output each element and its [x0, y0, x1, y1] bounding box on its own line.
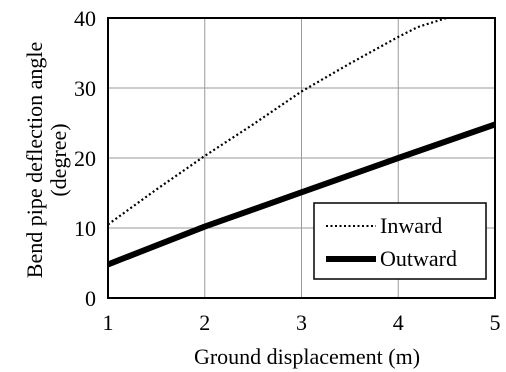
tick-labels: 1 2 3 4 5 0 10 20 30 40 [74, 6, 501, 335]
y-tick-label: 30 [74, 76, 96, 101]
y-axis-title: Bend pipe deflection angle [22, 42, 47, 278]
y-tick-label: 20 [74, 146, 96, 171]
y-axis-title-line1: Bend pipe deflection angle [22, 42, 47, 278]
y-tick-label: 0 [85, 286, 96, 311]
y-tick-label: 40 [74, 6, 96, 31]
series-layer [106, 16, 496, 268]
x-tick-label: 3 [296, 310, 307, 335]
x-tick-label: 4 [393, 310, 404, 335]
legend-box [313, 202, 487, 280]
x-tick-label: 2 [199, 310, 210, 335]
x-axis-title: Ground displacement (m) [194, 344, 420, 369]
legend: Inward Outward [313, 202, 487, 280]
series-line-inward [107, 16, 447, 226]
x-tick-label: 5 [490, 310, 501, 335]
legend-label-inward: Inward [380, 213, 442, 238]
x-tick-label: 1 [103, 310, 114, 335]
plot-frame [107, 17, 496, 299]
y-axis-title-unit: (degree) [46, 123, 71, 196]
y-tick-label: 10 [74, 216, 96, 241]
legend-label-outward: Outward [380, 246, 457, 271]
series-line-outward [106, 121, 496, 268]
y-axis-title-line2: (degree) [46, 123, 71, 196]
